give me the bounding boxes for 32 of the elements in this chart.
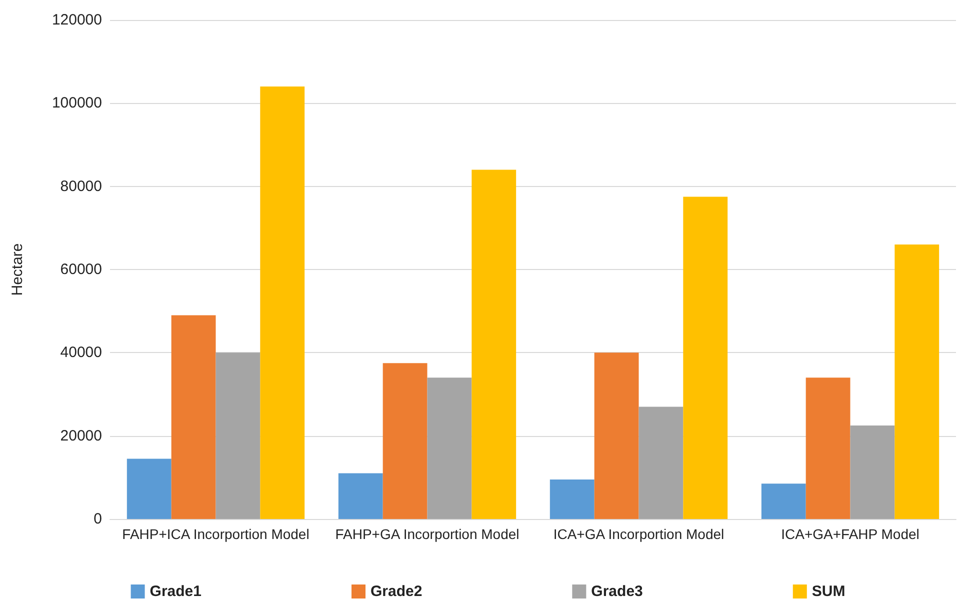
- bar: [638, 406, 684, 519]
- x-tick-label: FAHP+ICA Incorportion Model: [122, 526, 310, 542]
- bar: [806, 378, 850, 519]
- y-tick-label: 0: [94, 510, 102, 528]
- bar: [171, 315, 216, 519]
- legend-label: Grade3: [591, 583, 643, 600]
- y-tick-label: 20000: [60, 427, 102, 444]
- y-tick-label: 100000: [52, 94, 102, 112]
- x-tick-label: FAHP+GA Incorportion Model: [335, 526, 520, 542]
- bar: [260, 86, 305, 519]
- bar: [894, 244, 940, 519]
- bar: [427, 378, 472, 519]
- y-axis-title: Hectare: [9, 243, 26, 296]
- bar: [382, 363, 428, 519]
- x-tick-label: ICA+GA+FAHP Model: [781, 526, 920, 542]
- y-tick-label: 40000: [60, 344, 102, 362]
- legend-label: Grade2: [370, 583, 422, 600]
- bar: [550, 479, 594, 519]
- legend-label: SUM: [812, 583, 846, 600]
- bar: [472, 170, 516, 519]
- legend-label: Grade1: [150, 583, 202, 600]
- bar: [761, 484, 806, 519]
- bar: [216, 352, 260, 519]
- bar: [850, 425, 895, 519]
- y-tick-label: 60000: [60, 261, 102, 278]
- bar: [594, 352, 639, 519]
- bar: [338, 473, 383, 519]
- bar: [126, 458, 172, 519]
- y-tick-label: 80000: [60, 178, 102, 195]
- bar: [683, 196, 728, 519]
- x-tick-label: ICA+GA Incorportion Model: [553, 526, 724, 542]
- y-tick-label: 120000: [52, 12, 102, 28]
